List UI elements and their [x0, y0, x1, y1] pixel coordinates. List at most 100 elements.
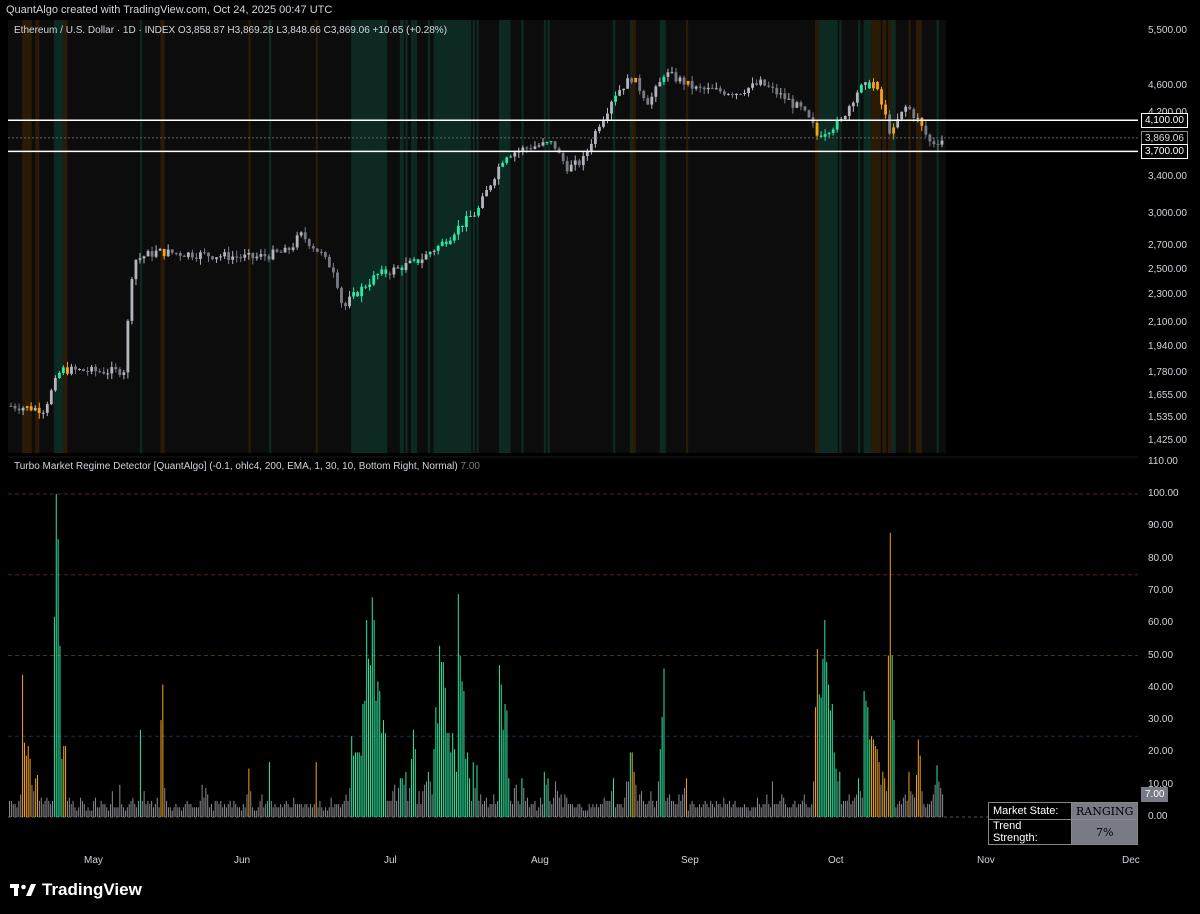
oscillator-bar [33, 791, 35, 817]
oscillator-bar [528, 807, 530, 817]
oscillator-bar [66, 800, 68, 817]
oscillator-bar [814, 707, 816, 817]
oscillator-bar [384, 733, 386, 817]
oscillator-bar [401, 778, 403, 817]
candle-body [392, 267, 396, 275]
oscillator-bar [437, 723, 439, 817]
oscillator-bar [46, 797, 48, 817]
oscillator-bar [330, 797, 332, 817]
candle-body [585, 151, 589, 157]
candle-body [126, 320, 130, 373]
oscillator-bar [710, 800, 712, 817]
oscillator-bar [818, 694, 820, 817]
oscillator-bar [448, 733, 450, 817]
oscillator-bar [310, 804, 312, 817]
regime-shade [405, 20, 408, 453]
oscillator-bar [695, 807, 697, 817]
oscillator-bar [160, 720, 162, 817]
candle-body [158, 248, 162, 251]
oscillator-bar [248, 768, 250, 817]
tradingview-logo[interactable]: TradingView [10, 880, 142, 900]
regime-shade [547, 20, 550, 453]
oscillator-bar [149, 804, 151, 817]
candle-body [299, 232, 303, 236]
oscillator-bar [603, 797, 605, 817]
oscillator-bar [368, 658, 370, 817]
oscillator-bar [420, 804, 422, 817]
oscillator-bar [487, 807, 489, 817]
oscillator-bar [70, 804, 72, 817]
oscillator-bar [768, 804, 770, 817]
time-axis-label: Sep [681, 855, 699, 866]
oscillator-bar [332, 807, 334, 817]
oscillator-bar [210, 804, 212, 817]
oscillator-bar [700, 807, 702, 817]
oscillator-bar [478, 800, 480, 817]
regime-shade [835, 20, 838, 453]
candle-body [283, 247, 287, 253]
candle-body [315, 248, 319, 252]
oscillator-bar [154, 804, 156, 817]
oscillator-bar [209, 807, 211, 817]
candle-body [255, 256, 259, 259]
price-axis-label: 5,500.00 [1148, 25, 1187, 36]
oscillator-bar [517, 800, 519, 817]
oscillator-bar [435, 707, 437, 817]
oscillator-bar [543, 771, 545, 817]
candle-body [25, 406, 29, 408]
oscillator-bar [287, 804, 289, 817]
oscillator-bar [109, 804, 111, 817]
oscillator-bar [502, 729, 504, 817]
oscillator-bar [824, 619, 826, 817]
oscillator-bar [173, 807, 175, 817]
oscillator-bar [519, 804, 521, 817]
oscillator-bar [52, 800, 54, 817]
oscillator-bar [224, 804, 226, 817]
oscillator-bar [564, 794, 566, 817]
oscillator-bar [29, 758, 31, 817]
oscillator-bar [426, 781, 428, 817]
oscillator-bar [687, 810, 689, 817]
oscillator-axis-label: 20.00 [1148, 746, 1174, 758]
oscillator-bar [800, 804, 802, 817]
candle-body [851, 102, 855, 107]
oscillator-bar [850, 804, 852, 817]
oscillator-bar [186, 800, 188, 817]
oscillator-bar [648, 800, 650, 817]
oscillator-bar [457, 594, 459, 817]
candle-body [106, 373, 110, 375]
oscillator-bar [538, 807, 540, 817]
indicator-legend[interactable]: Turbo Market Regime Detector [QuantAlgo]… [14, 461, 480, 472]
regime-shade [444, 20, 447, 453]
oscillator-bar [214, 800, 216, 817]
candle-body [53, 377, 57, 391]
oscillator-axis-label: 70.00 [1148, 584, 1174, 596]
oscillator-bar [680, 800, 682, 817]
oscillator-bar [573, 807, 575, 817]
oscillator-bar [74, 807, 76, 817]
oscillator-bar [253, 810, 255, 817]
price-axis-label: 2,100.00 [1148, 317, 1187, 328]
candle-body [444, 241, 448, 245]
market-state-value: RANGING [1070, 802, 1139, 820]
oscillator-bar [132, 797, 134, 817]
market-state-table: Market State: RANGING Trend Strength: 7% [988, 802, 1139, 845]
oscillator-bar [764, 804, 766, 817]
oscillator-bar [725, 804, 727, 817]
candle-body [194, 257, 198, 259]
oscillator-bar [123, 807, 125, 817]
oscillator-bar [661, 716, 663, 817]
oscillator-bar [852, 800, 854, 817]
oscillator-bar [856, 794, 858, 817]
oscillator-bar [530, 804, 532, 817]
oscillator-bar [147, 800, 149, 817]
oscillator-bar [940, 787, 942, 817]
oscillator-bar [482, 804, 484, 817]
candle-body [577, 160, 581, 166]
oscillator-bar [598, 807, 600, 817]
oscillator-bar [282, 807, 284, 817]
oscillator-bar [171, 810, 173, 817]
oscillator-bar [117, 807, 119, 817]
indicator-legend-value: 7.00 [460, 461, 480, 472]
